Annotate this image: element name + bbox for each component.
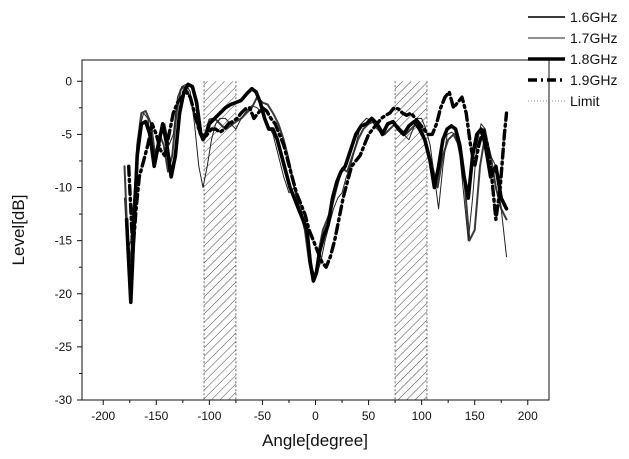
- x-tick-label: 0: [312, 409, 319, 423]
- x-tick-label: -50: [254, 409, 272, 423]
- legend: 1.6GHz 1.7GHz 1.8GHz 1.9GHz Limit: [528, 9, 617, 109]
- x-tick-label: 50: [362, 409, 376, 423]
- plot-frame: [81, 59, 550, 401]
- x-axis-title: Angle[degree]: [262, 431, 368, 450]
- y-tick-label: -25: [55, 340, 73, 354]
- y-axis-title: Level[dB]: [9, 195, 28, 266]
- y-tick-label: -10: [55, 181, 73, 195]
- x-tick-label: 100: [412, 409, 432, 423]
- y-tick-label: -15: [55, 234, 73, 248]
- limit-band-1: [204, 81, 236, 400]
- x-tick-label: -200: [91, 409, 115, 423]
- series-line-1.8GHz: [124, 82, 509, 305]
- y-tick-label: -5: [61, 127, 72, 141]
- legend-label: 1.7GHz: [570, 30, 617, 46]
- legend-label: Limit: [570, 93, 600, 109]
- limit-bands: [203, 81, 428, 400]
- series-line-1.9GHz: [126, 90, 509, 269]
- y-tick-label: -30: [55, 393, 73, 407]
- legend-label: 1.8GHz: [570, 51, 617, 67]
- x-tick-label: -100: [197, 409, 221, 423]
- x-tick-label: 200: [518, 409, 538, 423]
- legend-label: 1.9GHz: [570, 72, 617, 88]
- y-tick-label: 0: [65, 74, 72, 88]
- y-tick-label: -20: [55, 287, 73, 301]
- x-tick-label: 150: [465, 409, 485, 423]
- series-layer: [123, 82, 509, 305]
- x-tick-label: -150: [144, 409, 168, 423]
- y-axis: 0 -5 -10 -15 -20 -25 -30: [55, 74, 82, 407]
- legend-label: 1.6GHz: [570, 9, 617, 25]
- x-axis: -200 -150 -100 -50 0 50 100 150 200: [91, 400, 538, 423]
